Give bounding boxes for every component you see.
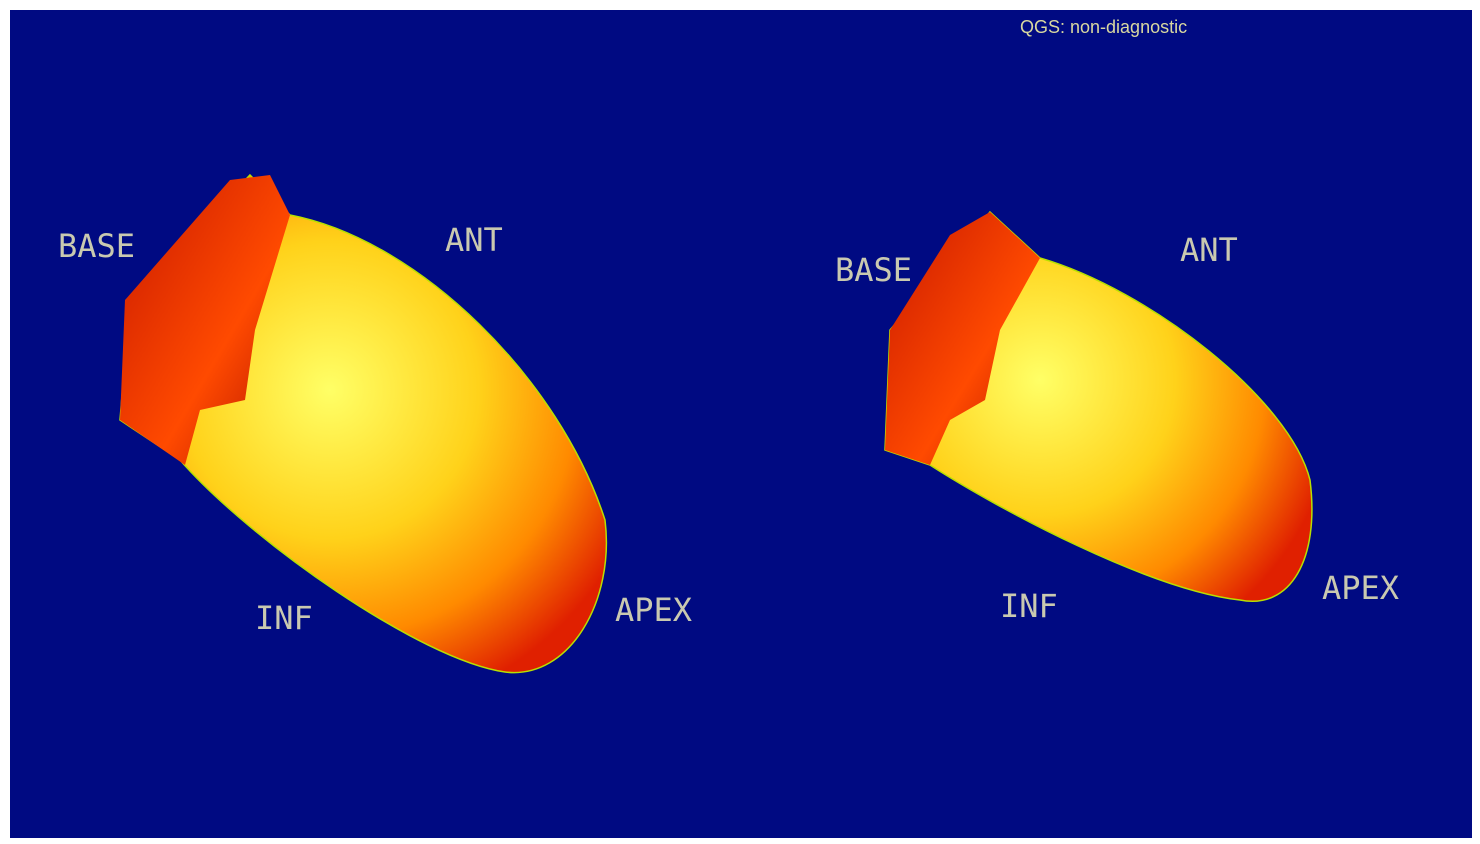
screen: BASE ANT INF APEX BASE ANT INF APEX QGS:… [0,0,1480,844]
ant-label: ANT [1180,231,1238,269]
page: BASE ANT INF APEX BASE ANT INF APEX QGS:… [0,0,1480,844]
inf-label: INF [1000,587,1058,625]
apex-label: APEX [1322,569,1399,607]
ant-label: ANT [445,221,503,259]
status-text: QGS: non-diagnostic [1020,17,1187,37]
apex-label: APEX [615,591,692,629]
base-label: BASE [835,251,912,289]
inf-label: INF [255,599,313,637]
base-label: BASE [58,227,135,265]
